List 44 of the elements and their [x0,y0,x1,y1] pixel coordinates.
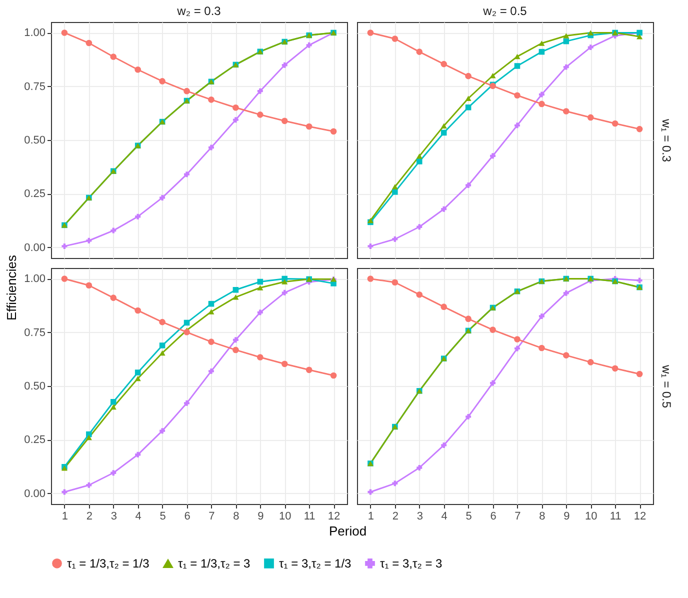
x-tick-label: 5 [160,510,166,522]
x-tick-label: 10 [278,510,292,522]
x-tick-label: 12 [328,510,340,522]
x-tick-label: 8 [233,510,240,522]
legend-label: τ₁ = 3,τ₂ = 3 [380,556,443,570]
x-tick-label: 12 [634,510,646,522]
text: w₁ = 0.3 [660,118,674,162]
y-axis-title: Efficiencies [4,254,20,321]
text: w₁ = 0.5 [660,364,674,408]
x-tick-label: 6 [490,510,496,522]
y-tick-label: 0.25 [24,188,46,200]
x-tick-label: 3 [416,510,423,522]
x-tick-label: 10 [584,510,598,522]
legend-label: τ₁ = 3,τ₂ = 1/3 [279,556,352,570]
y-tick-label: 0.50 [24,380,46,392]
x-tick-label: 6 [184,510,190,522]
x-tick-label: 9 [258,510,264,522]
y-tick-label: 0.75 [24,80,46,93]
x-tick-label: 4 [441,510,448,522]
x-tick-label: 2 [392,510,398,522]
y-tick-label: 1.00 [24,27,46,40]
x-tick-label: 11 [610,510,622,522]
x-tick-label: 3 [110,510,117,522]
y-tick-label: 0.75 [24,326,46,339]
x-tick-label: 11 [304,510,316,522]
y-tick-label: 1.00 [24,273,46,286]
x-tick-label: 1 [368,510,374,522]
x-tick-label: 7 [514,510,521,522]
y-tick-label: 0.00 [24,488,46,500]
x-tick-label: 7 [208,510,215,522]
legend-label: τ₁ = 1/3,τ₂ = 3 [178,556,251,571]
y-tick-label: 0.25 [24,434,46,446]
x-tick-label: 5 [466,510,472,522]
legend-label: τ₁ = 1/3,τ₂ = 1/3 [67,556,150,570]
x-tick-label: 8 [539,510,546,522]
x-tick-label: 9 [564,510,570,522]
x-tick-label: 2 [86,510,92,522]
y-tick-label: 0.50 [24,134,46,146]
y-tick-label: 0.00 [24,242,46,254]
x-tick-label: 4 [135,510,142,522]
x-tick-label: 1 [62,510,68,522]
chart-title: w₂ = 0.5 [482,4,528,18]
x-axis-title: Period [329,524,367,538]
chart-title: w₂ = 0.3 [176,4,222,18]
